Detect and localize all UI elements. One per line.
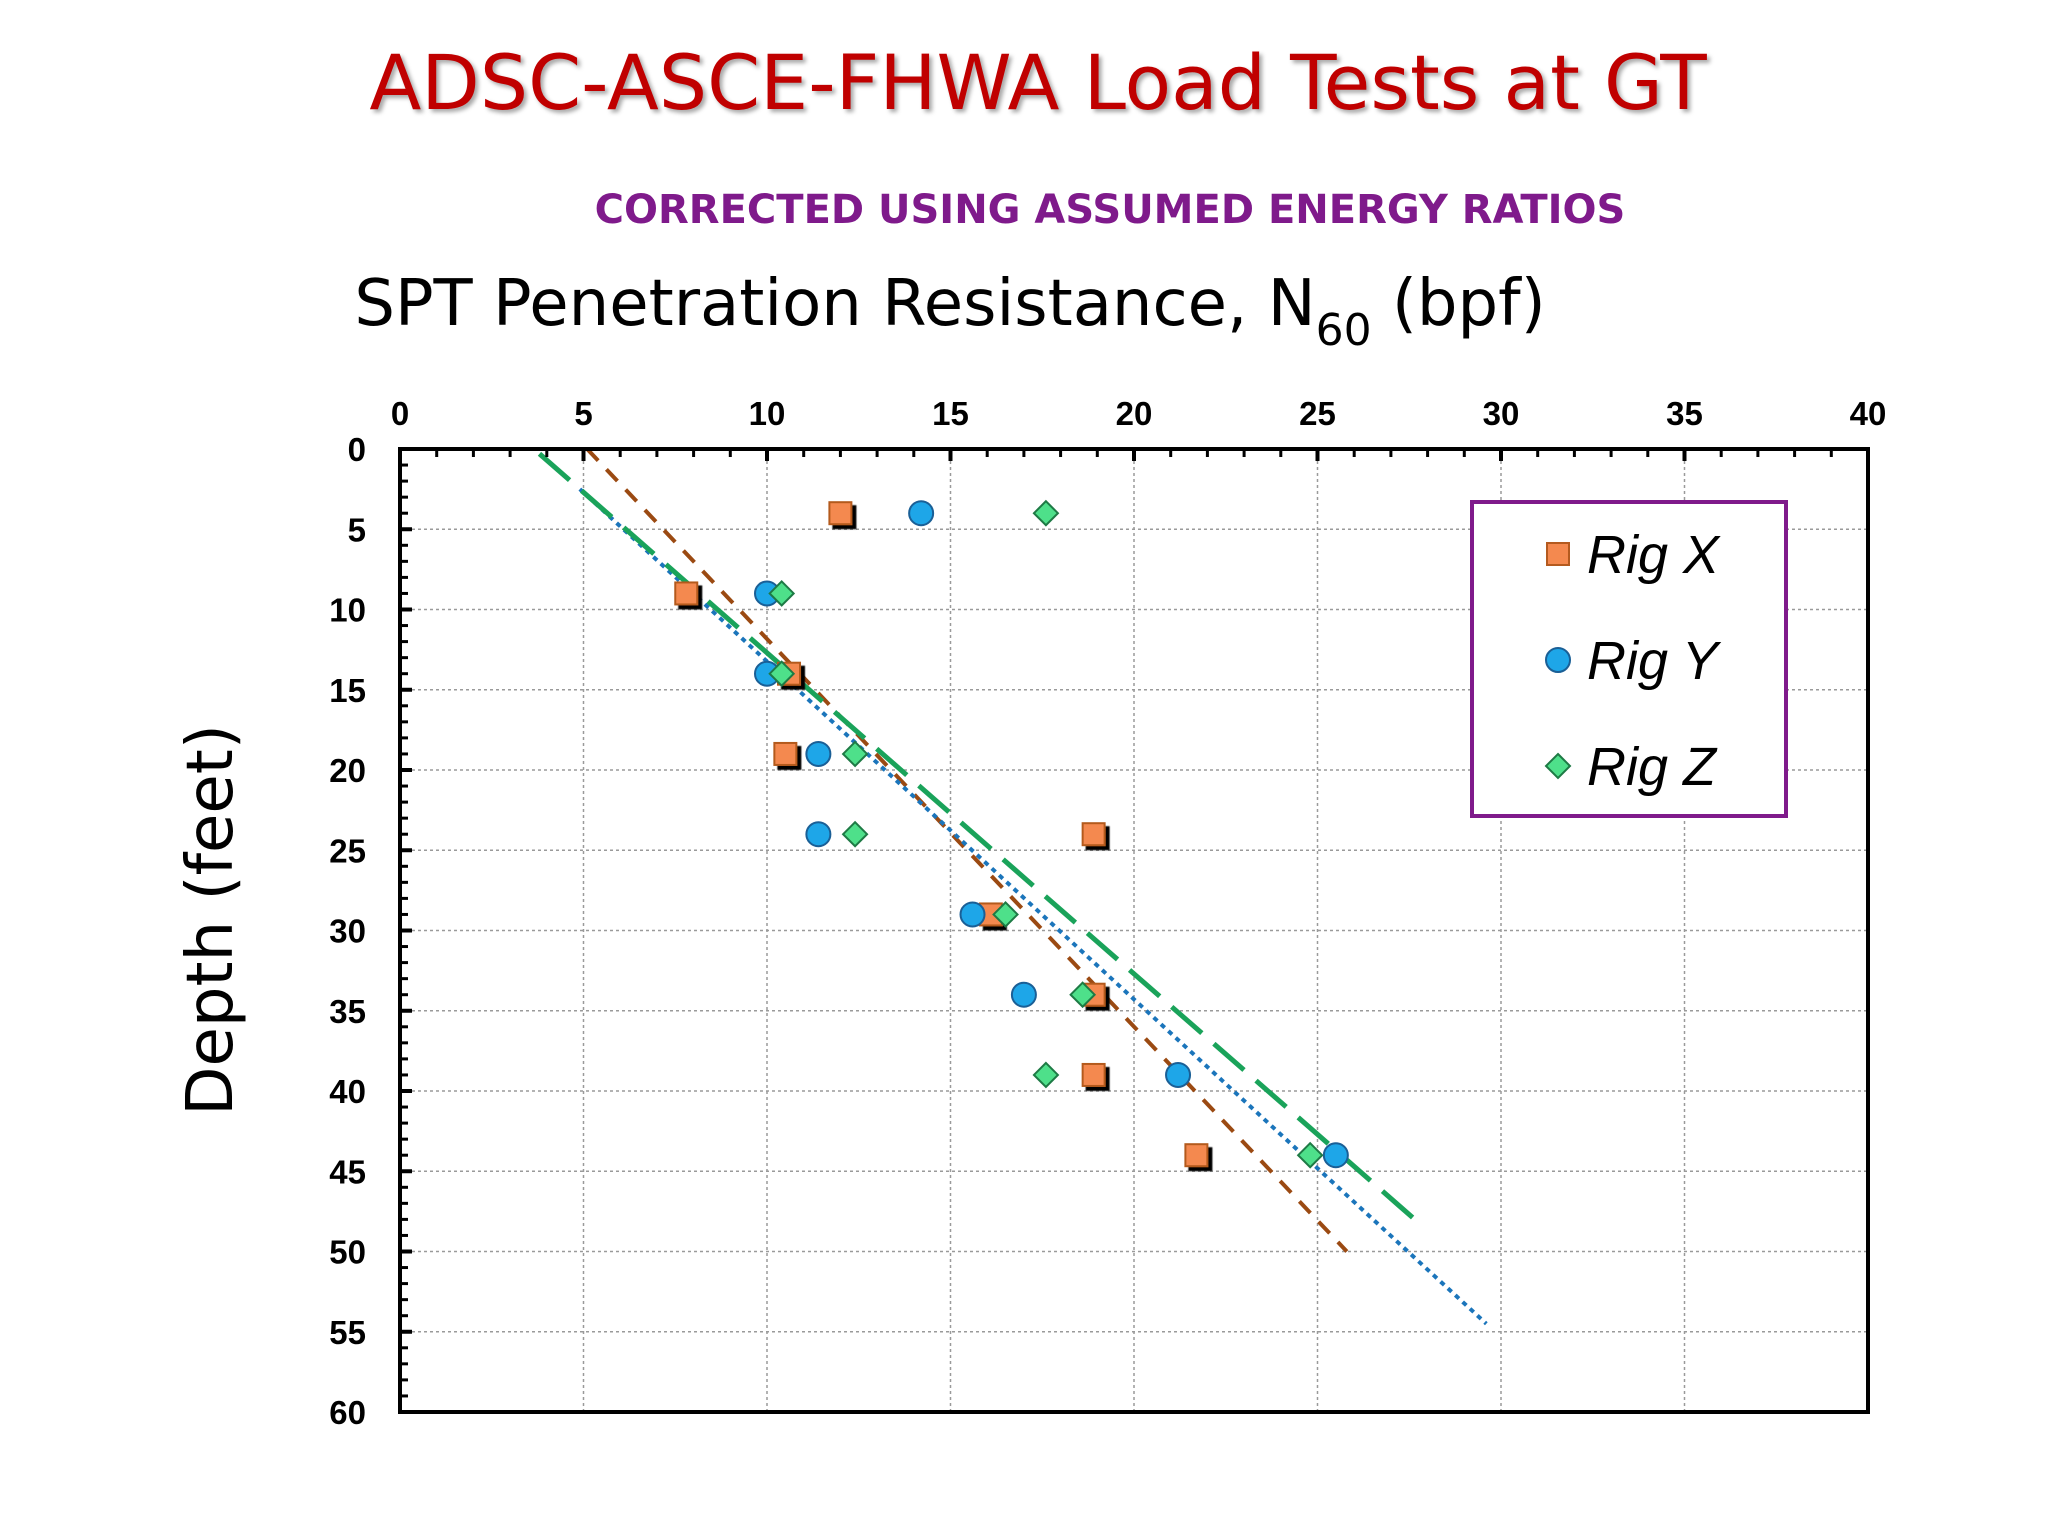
legend-marker-rig-x (1546, 542, 1570, 566)
legend-label-rig-y: Rig Y (1587, 631, 1722, 691)
y-tick-label: 55 (329, 1314, 366, 1351)
point-rig-z (841, 820, 869, 848)
data-points (674, 499, 1349, 1169)
grid-lines (400, 449, 1868, 1412)
x-tick-label: 0 (391, 395, 409, 432)
x-tick-label: 25 (1299, 395, 1336, 432)
y-tick-label: 40 (329, 1073, 366, 1110)
y-tick-label: 5 (348, 511, 366, 548)
y-tick-label: 50 (329, 1234, 366, 1271)
x-tick-label: 10 (749, 395, 786, 432)
x-tick-label: 35 (1666, 395, 1703, 432)
legend-label-rig-z: Rig Z (1587, 737, 1718, 797)
axes (398, 447, 1870, 1414)
y-tick-label: 0 (348, 431, 366, 468)
x-tick-label: 5 (574, 395, 592, 432)
point-rig-y (1010, 981, 1037, 1008)
y-tick-label: 20 (329, 752, 366, 789)
legend: Rig X Rig Y Rig Z (1470, 500, 1788, 818)
x-axis-title-main: SPT Penetration Resistance, N (354, 267, 1315, 341)
point-rig-y (959, 901, 986, 928)
y-axis-title: Depth (feet) (174, 724, 248, 1116)
point-rig-x (1081, 822, 1106, 847)
point-rig-y (1322, 1142, 1349, 1169)
tick-labels: 0 5 10 15 20 25 30 35 40 0 5 10 15 20 25 30 35 40 45 50 55 60 (329, 395, 1886, 1431)
chart-subtitle: CORRECTED USING ASSUMED ENERGY RATIOS (595, 187, 1626, 233)
point-rig-y (805, 821, 832, 848)
point-rig-z (1032, 1061, 1060, 1089)
y-tick-label: 45 (329, 1153, 366, 1190)
y-tick-label: 25 (329, 832, 366, 869)
point-rig-y (805, 740, 832, 767)
point-rig-z (1296, 1141, 1324, 1169)
y-tick-label: 10 (329, 592, 366, 629)
legend-label-rig-x: Rig X (1587, 525, 1721, 585)
x-tick-label: 15 (932, 395, 969, 432)
slide-title: ADSC-ASCE-FHWA Load Tests at GT (369, 38, 1707, 127)
trendlines (537, 447, 1488, 1326)
x-axis-title: SPT Penetration Resistance, N60 (bpf) (354, 267, 1545, 356)
point-rig-z (768, 660, 796, 688)
x-axis-title-suffix: (bpf) (1372, 267, 1546, 341)
point-rig-z (1069, 981, 1097, 1009)
y-tick-label: 15 (329, 672, 366, 709)
y-tick-label: 35 (329, 993, 366, 1030)
point-rig-x (674, 581, 699, 606)
y-tick-label: 30 (329, 913, 366, 950)
y-tick-label: 60 (329, 1394, 366, 1431)
x-tick-label: 30 (1483, 395, 1520, 432)
trendline-rig-y (578, 487, 1488, 1326)
legend-marker-rig-y (1545, 647, 1571, 673)
point-rig-z (1032, 499, 1060, 527)
point-rig-x (1184, 1143, 1209, 1168)
point-rig-x (1081, 1062, 1106, 1087)
x-tick-label: 40 (1850, 395, 1887, 432)
point-rig-y (1165, 1061, 1192, 1088)
x-tick-label: 20 (1116, 395, 1153, 432)
x-axis-title-subscript: 60 (1316, 305, 1372, 356)
trendline-rig-z (537, 451, 1426, 1230)
point-rig-x (773, 741, 798, 766)
point-rig-x (828, 501, 853, 526)
legend-box (1470, 500, 1788, 818)
point-rig-z (768, 580, 796, 607)
point-rig-z (992, 901, 1019, 928)
legend-marker-rig-z (1544, 752, 1572, 780)
point-rig-y (908, 500, 935, 527)
point-rig-z (841, 740, 869, 768)
